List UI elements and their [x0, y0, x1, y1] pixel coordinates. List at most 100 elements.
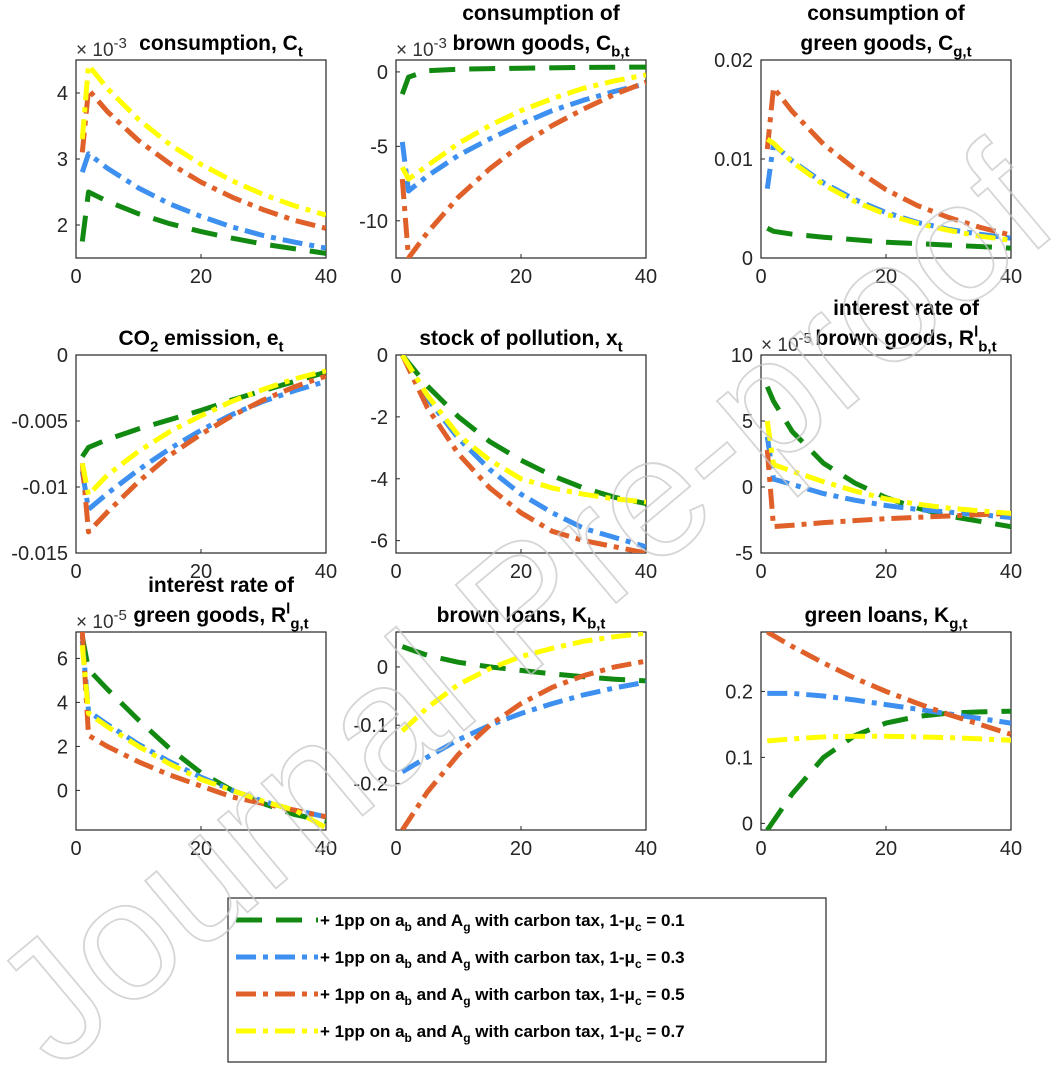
series-line-3 [400, 658, 646, 830]
y-tick-label: -0.2 [354, 773, 388, 795]
subplot-5: 0 20 40 -6 -4 -2 0 stock of pollution, xt [370, 327, 657, 583]
y-tick-label: -0.01 [22, 477, 68, 499]
subplot-title: brown goods, Rlb,t [815, 324, 996, 356]
axis-exponent: × 10-5 [76, 607, 127, 633]
series-line-3 [399, 79, 646, 258]
x-tick-label: 20 [875, 561, 897, 583]
y-tick-label: -4 [370, 469, 388, 491]
series-line-1 [765, 385, 1011, 530]
y-tick-label: 0.1 [725, 747, 753, 769]
x-tick-label: 40 [1000, 838, 1022, 860]
x-tick-label: 20 [510, 838, 532, 860]
subplot-title: consumption of [807, 2, 965, 25]
y-tick-label: 4 [57, 83, 68, 105]
y-tick-label: 0 [57, 345, 68, 367]
x-tick-label: 40 [1000, 266, 1022, 288]
y-tick-label: 10 [731, 345, 753, 367]
y-tick-label: 6 [57, 648, 68, 670]
y-tick-label: -0.005 [11, 411, 68, 433]
series-line-4 [400, 632, 646, 733]
y-tick-label: 0 [57, 780, 68, 802]
series-line-1 [766, 226, 1011, 251]
y-tick-label: -5 [735, 543, 753, 565]
x-tick-label: 0 [70, 561, 81, 583]
series-line-2 [399, 81, 646, 194]
axes-frame [395, 631, 647, 831]
series-line-4 [400, 355, 646, 505]
axes-frame [75, 354, 327, 554]
y-tick-label: 4 [57, 692, 68, 714]
subplot-title: green loans, Kg,t [804, 604, 967, 632]
y-tick-label: 5 [742, 411, 753, 433]
y-tick-label: 0.01 [714, 149, 753, 171]
subplot-title: consumption of [462, 2, 620, 25]
axes-frame [760, 631, 1012, 831]
subplot-title: stock of pollution, xt [419, 327, 622, 355]
series-line-4 [79, 62, 326, 218]
x-tick-label: 40 [1000, 561, 1022, 583]
subplot-title: CO2 emission, et [118, 327, 283, 355]
y-tick-label: 0.02 [714, 50, 753, 72]
legend-entry-3: + 1pp on ab and Ag with carbon tax, 1-μc… [320, 985, 685, 1008]
axis-exponent: × 10-5 [761, 330, 812, 356]
legend: + 1pp on ab and Ag with carbon tax, 1-μc… [227, 897, 827, 1063]
y-tick-label: 0 [742, 813, 753, 835]
subplot-title: interest rate of [833, 297, 980, 320]
axis-exponent: × 10-3 [76, 35, 127, 61]
x-tick-label: 0 [755, 838, 766, 860]
x-tick-label: 0 [755, 561, 766, 583]
series-line-2 [401, 679, 646, 774]
y-tick-label: 0 [377, 62, 388, 84]
x-tick-label: 0 [755, 266, 766, 288]
x-tick-label: 40 [315, 838, 337, 860]
axes-frame [760, 59, 1012, 259]
series-line-2 [767, 690, 1011, 726]
x-tick-label: 20 [190, 561, 212, 583]
x-tick-label: 40 [315, 561, 337, 583]
y-tick-label: -2 [370, 407, 388, 429]
y-tick-label: 2 [57, 736, 68, 758]
subplot-2: 0 20 40 -10 -5 0 × 10-3 consumption of brown goo… [359, 2, 657, 288]
x-tick-label: 0 [390, 266, 401, 288]
x-tick-label: 20 [875, 838, 897, 860]
series-line-4 [767, 733, 1011, 744]
subplot-title: consumption, Ct [139, 32, 303, 60]
subplot-3: 0 20 40 0 0.01 0.02 consumption of green goods,… [714, 2, 1022, 288]
series-line-3 [766, 632, 1011, 737]
subplot-title: green goods, Cg,t [800, 32, 971, 60]
subplot-title: brown goods, Cb,t [453, 32, 630, 60]
series-line-4 [79, 644, 326, 830]
subplot-4: 0 20 40 -0.015 -0.01 -0.005 0 CO2 emission, et [11, 327, 337, 583]
y-tick-label: 0.2 [725, 681, 753, 703]
x-tick-label: 0 [390, 838, 401, 860]
series-line-2 [79, 379, 326, 512]
axis-exponent: × 10-3 [396, 35, 447, 61]
series-line-4 [400, 72, 646, 182]
series-line-4 [764, 420, 1011, 516]
x-tick-label: 0 [70, 838, 81, 860]
y-tick-label: -0.1 [354, 715, 388, 737]
x-tick-label: 40 [315, 266, 337, 288]
x-tick-label: 0 [390, 561, 401, 583]
subplot-title: brown loans, Kb,t [437, 604, 606, 632]
x-tick-label: 20 [190, 838, 212, 860]
subplot-9: 0 20 40 0 0.1 0.2 green loans, Kg,t [725, 604, 1022, 860]
series-line-1 [79, 189, 326, 256]
y-tick-label: -10 [359, 211, 388, 233]
series-line-1 [399, 64, 646, 96]
x-tick-label: 40 [635, 561, 657, 583]
axes-frame [760, 354, 1012, 554]
subplot-7: 0 20 40 0 2 4 6 × 10-5 interest rate of green goo… [57, 574, 337, 860]
series-line-2 [764, 436, 1011, 520]
legend-entry-4: + 1pp on ab and Ag with carbon tax, 1-μc… [320, 1022, 685, 1045]
y-tick-label: 0 [742, 477, 753, 499]
x-tick-label: 20 [510, 266, 532, 288]
y-tick-label: -0.015 [11, 543, 68, 565]
series-line-1 [400, 355, 646, 506]
legend-box [227, 897, 827, 1063]
series-line-1 [80, 369, 326, 458]
axes-frame [395, 354, 647, 554]
series-line-3 [764, 85, 1011, 238]
